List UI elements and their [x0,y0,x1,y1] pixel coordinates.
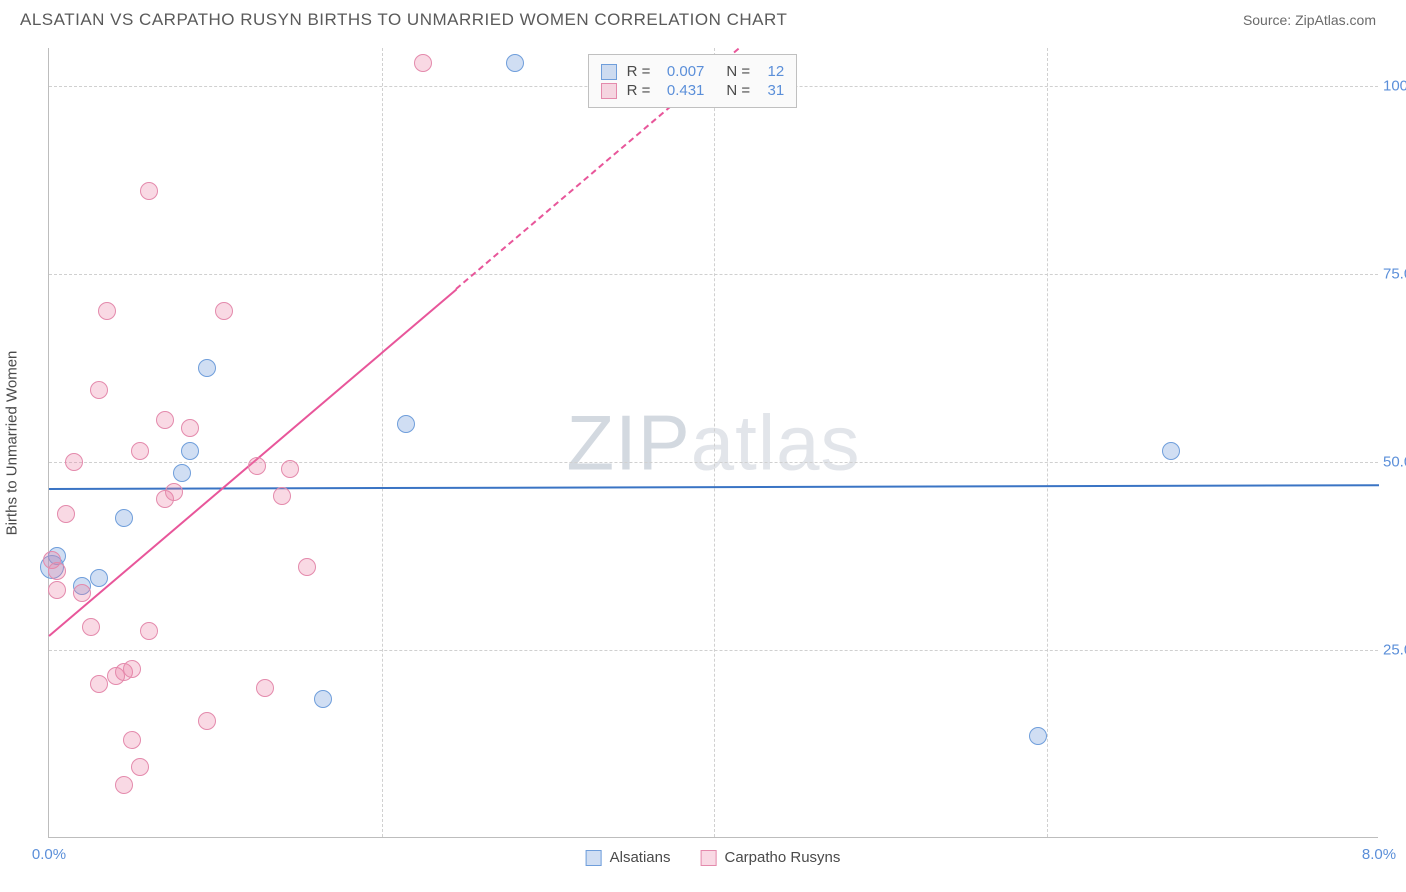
chart-header: ALSATIAN VS CARPATHO RUSYN BIRTHS TO UNM… [0,0,1406,34]
data-point [181,442,199,460]
stats-row: R = 0.431 N = 31 [601,82,785,99]
ytick-label: 25.0% [1383,641,1406,658]
watermark-rest: atlas [691,398,861,486]
data-point [281,460,299,478]
data-point [48,562,66,580]
data-point [314,690,332,708]
legend-swatch [586,850,602,866]
data-point [273,487,291,505]
data-point [131,442,149,460]
data-point [298,558,316,576]
data-point [173,464,191,482]
watermark-bold: ZIP [566,398,690,486]
data-point [140,182,158,200]
data-point [82,618,100,636]
stat-r-value: 0.007 [660,63,704,80]
gridline-v [382,48,383,837]
stat-r-label: R = [627,82,651,99]
data-point [1162,442,1180,460]
data-point [181,419,199,437]
ytick-label: 100.0% [1383,77,1406,94]
data-point [73,584,91,602]
data-point [140,622,158,640]
data-point [48,581,66,599]
data-point [90,381,108,399]
data-point [198,712,216,730]
data-point [90,569,108,587]
data-point [414,54,432,72]
chart-source: Source: ZipAtlas.com [1243,12,1376,28]
source-name: ZipAtlas.com [1295,12,1376,28]
data-point [215,302,233,320]
legend-item: Alsatians [586,849,671,866]
gridline-v [1047,48,1048,837]
data-point [123,660,141,678]
data-point [65,453,83,471]
stat-n-label: N = [726,82,750,99]
stat-r-label: R = [627,63,651,80]
data-point [165,483,183,501]
xtick-label: 0.0% [32,846,66,863]
chart-container: ZIPatlas 25.0%50.0%75.0%100.0%0.0%8.0%R … [48,48,1378,838]
bottom-legend: Alsatians Carpatho Rusyns [586,849,841,866]
data-point [90,675,108,693]
source-prefix: Source: [1243,12,1295,28]
data-point [131,758,149,776]
data-point [115,509,133,527]
ytick-label: 50.0% [1383,453,1406,470]
data-point [256,679,274,697]
data-point [248,457,266,475]
stat-n-label: N = [726,63,750,80]
legend-swatch [700,850,716,866]
xtick-label: 8.0% [1362,846,1396,863]
data-point [57,505,75,523]
data-point [98,302,116,320]
data-point [198,359,216,377]
data-point [506,54,524,72]
chart-title: ALSATIAN VS CARPATHO RUSYN BIRTHS TO UNM… [20,10,787,30]
legend-label: Alsatians [610,849,671,866]
stats-box: R = 0.007 N = 12 R = 0.431 N = 31 [588,54,798,108]
stat-n-value: 31 [760,82,784,99]
legend-swatch [601,64,617,80]
legend-item: Carpatho Rusyns [700,849,840,866]
y-axis-label: Births to Unmarried Women [4,351,21,536]
plot-area: ZIPatlas 25.0%50.0%75.0%100.0%0.0%8.0%R … [48,48,1378,838]
stats-row: R = 0.007 N = 12 [601,63,785,80]
data-point [123,731,141,749]
ytick-label: 75.0% [1383,265,1406,282]
data-point [156,411,174,429]
data-point [397,415,415,433]
stat-n-value: 12 [760,63,784,80]
legend-label: Carpatho Rusyns [724,849,840,866]
data-point [1029,727,1047,745]
stat-r-value: 0.431 [660,82,704,99]
legend-swatch [601,83,617,99]
gridline-v [714,48,715,837]
data-point [115,776,133,794]
